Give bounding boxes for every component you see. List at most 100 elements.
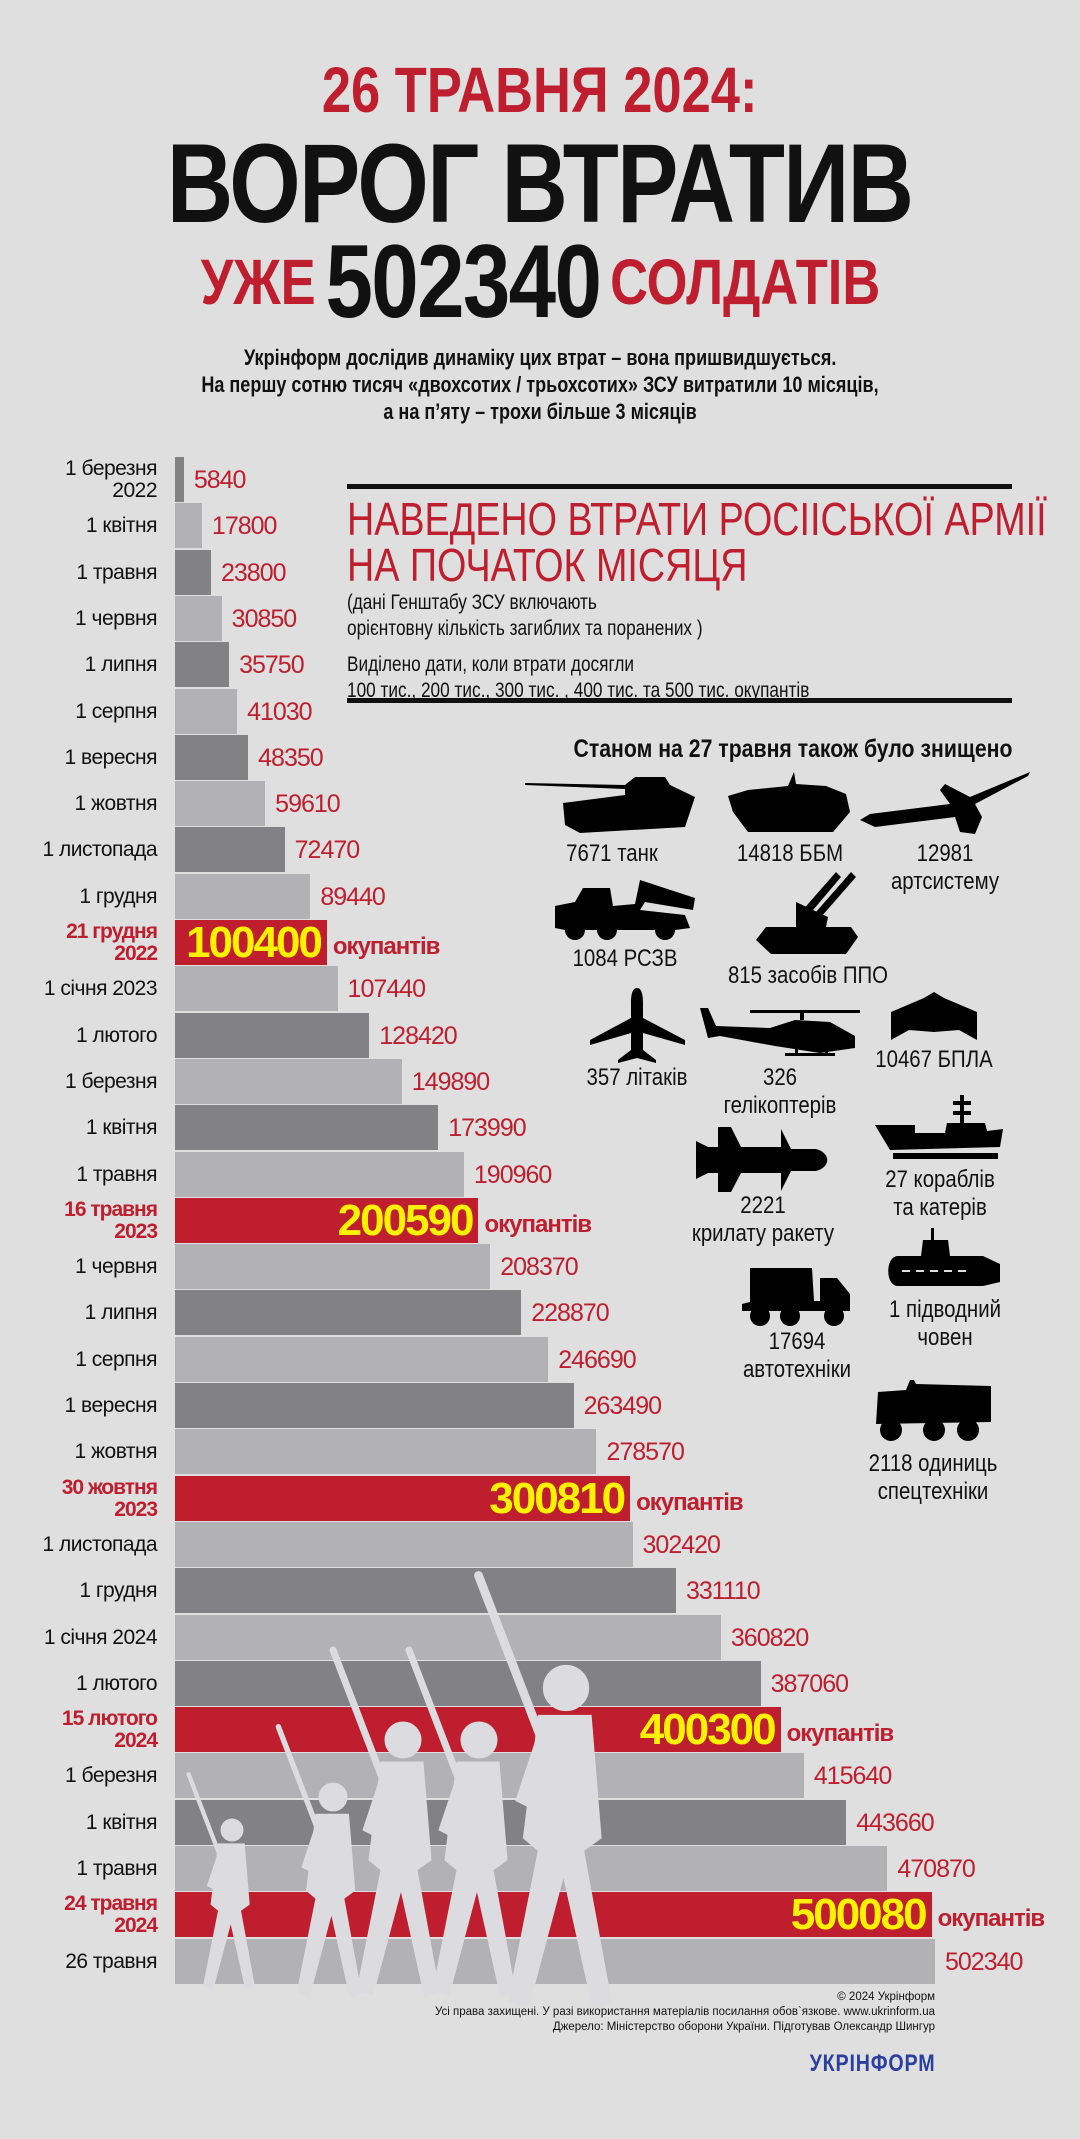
- bar: [175, 873, 311, 919]
- table-row: 1 липня 35750: [0, 642, 1080, 688]
- headline: ВОРОГ ВТРАТИВ: [167, 121, 914, 246]
- row-date-label: 1 серпня: [75, 1347, 157, 1371]
- table-row: 1 квітня 17800: [0, 503, 1080, 549]
- bar: [175, 734, 249, 780]
- row-date-label: 21 грудня 2022: [66, 920, 158, 965]
- bar-value-label: 173990: [448, 1114, 526, 1143]
- table-row: 1 червня 208370: [0, 1244, 1080, 1290]
- bar: [175, 642, 230, 688]
- table-row: 1 квітня 443660: [0, 1799, 1080, 1846]
- airplane-icon: [527, 988, 747, 1063]
- bar-value-label: 59610: [275, 790, 341, 819]
- bar-value-label: 190960: [473, 1160, 552, 1189]
- table-row: 1 травня 470870: [0, 1846, 1080, 1892]
- bar: [175, 1151, 464, 1197]
- bar-value-label: 41030: [247, 697, 313, 726]
- note-top-divider: [347, 484, 1012, 489]
- table-row: 1 травня 190960: [0, 1151, 1080, 1198]
- equipment-label: 326 гелікоптерів: [723, 1064, 837, 1119]
- bar: [175, 1383, 574, 1428]
- row-date-label: 26 травня: [65, 1949, 157, 1973]
- row-date-label: 1 лютого: [76, 1023, 158, 1047]
- tank-icon: [502, 775, 722, 835]
- bar-value-label: 128420: [379, 1021, 457, 1050]
- row-date-label: 1 жовтня: [74, 1440, 157, 1464]
- special-truck-icon: [823, 1380, 1043, 1442]
- air-defense-icon: [698, 872, 918, 954]
- row-date-label: 1 червня: [75, 606, 157, 630]
- table-row: 1 серпня 246690: [0, 1336, 1080, 1383]
- equipment-label: 17694 автотехніки: [742, 1328, 852, 1383]
- date-title: 26 ТРАВНЯ 2024:: [322, 54, 758, 126]
- bar-value-label: 72470: [294, 836, 361, 865]
- row-date-label: 15 лютого 2024: [61, 1707, 158, 1753]
- bar: [175, 1568, 676, 1614]
- note-bottom-divider: [347, 698, 1012, 703]
- bar: [175, 1846, 888, 1891]
- artillery-icon: [835, 772, 1055, 837]
- bar-value-label: 23800: [221, 558, 287, 587]
- milestone-suffix: окупантів: [332, 933, 441, 960]
- equipment-item: 1 підводний човен: [835, 1228, 1055, 1351]
- equipment-item: 1084 РСЗВ: [515, 880, 735, 972]
- milestone-bar: [175, 920, 327, 965]
- table-row: 1 вересня 263490: [0, 1383, 1080, 1429]
- table-row: 1 квітня 173990: [0, 1105, 1080, 1151]
- rights-notice: Усі права захищені. У разі використання …: [434, 2006, 935, 2018]
- table-row: 1 листопада 72470: [0, 827, 1080, 873]
- row-date-label: 1 грудня: [79, 884, 157, 908]
- drone-icon: [824, 992, 1044, 1040]
- row-date-label: 1 жовтня: [74, 792, 157, 816]
- bar-value-label: 278570: [606, 1438, 684, 1467]
- table-row: 1 листопада 302420: [0, 1521, 1080, 1568]
- row-date-label: 1 березня: [65, 1764, 157, 1788]
- table-row: 1 жовтня 59610: [0, 781, 1080, 827]
- bar-value-label: 360820: [730, 1623, 809, 1652]
- row-date-label: 1 травня: [76, 1162, 157, 1186]
- bar: [175, 1429, 597, 1475]
- table-row: 1 липня 228870: [0, 1290, 1080, 1336]
- table-row: 1 січня 2024 360820: [0, 1614, 1080, 1661]
- table-row: 1 травня 23800: [0, 549, 1080, 596]
- milestone-value: 100400: [186, 918, 323, 967]
- bar: [175, 966, 338, 1012]
- bar-value-label: 387060: [770, 1669, 849, 1698]
- bar-value-label: 470870: [897, 1855, 975, 1883]
- bar: [175, 1012, 370, 1058]
- bar: [175, 1660, 761, 1706]
- total-line: УЖЕ502340 СОЛДАТІВ: [0, 230, 1080, 334]
- row-date-label: 1 вересня: [64, 1394, 158, 1417]
- table-row: 1 червня 30850: [0, 595, 1080, 642]
- row-date-label: 1 травня: [76, 1857, 157, 1880]
- total-suffix: СОЛДАТІВ: [609, 246, 880, 318]
- row-date-label: 1 червня: [75, 1255, 157, 1279]
- row-date-label: 16 травня 2023: [64, 1197, 158, 1243]
- bar-value-label: 443660: [856, 1808, 934, 1837]
- bar-value-label: 415640: [813, 1762, 892, 1791]
- bar-value-label: 246690: [558, 1345, 636, 1374]
- row-date-label: 1 січня 2024: [43, 1625, 158, 1649]
- milestone-row: 16 травня 2023 200590 окупантів: [0, 1197, 1080, 1244]
- table-row: 26 травня 502340: [0, 1938, 1080, 1985]
- note-block: НАВЕДЕНО ВТРАТИ РОСІІСЬКОЇ АРМІЇ НА ПОЧА…: [347, 493, 1047, 702]
- row-date-label: 1 квітня: [85, 514, 158, 538]
- table-row: 1 грудня 89440: [0, 873, 1080, 920]
- equipment-label: 27 кораблів та катерів: [885, 1166, 995, 1221]
- equipment-label: 12981 артсистему: [890, 840, 1000, 895]
- tanker-truck-icon: [687, 1266, 907, 1326]
- copyright: © 2024 Укрінформ: [837, 1991, 935, 2003]
- equipment-item: 2221 крилату ракету: [653, 1127, 873, 1247]
- bar: [175, 1105, 439, 1151]
- milestone-suffix: окупантів: [636, 1488, 744, 1516]
- equipment-label: 1084 РСЗВ: [572, 945, 678, 972]
- bar-value-label: 17800: [211, 512, 278, 541]
- table-row: 1 серпня 41030: [0, 688, 1080, 735]
- bar-value-label: 502340: [945, 1947, 1023, 1976]
- bar: [175, 1521, 633, 1567]
- milestone-row: 30 жовтня 2023 300810 окупантів: [0, 1475, 1080, 1522]
- equipment-item: 7671 танк: [502, 775, 722, 867]
- bar: [175, 457, 184, 502]
- table-row: 1 березня 415640: [0, 1753, 1080, 1799]
- row-date-label: 24 травня 2024: [64, 1892, 158, 1938]
- bar: [175, 1799, 847, 1845]
